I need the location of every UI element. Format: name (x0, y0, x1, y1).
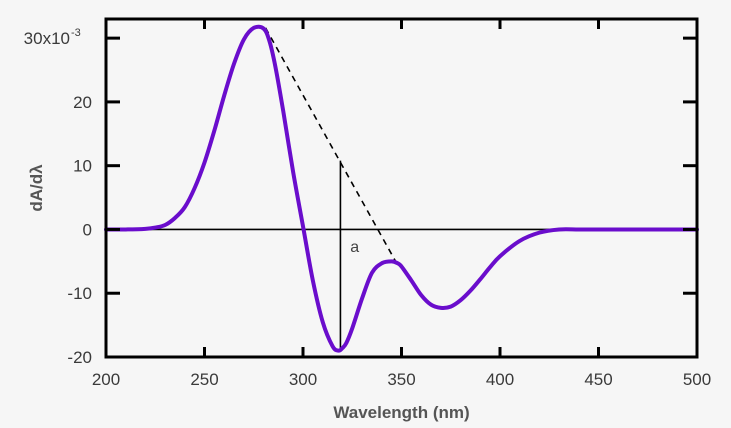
x-tick-labels: 200 250 300 350 400 450 500 (92, 370, 711, 389)
x-tick-label: 400 (486, 370, 514, 389)
x-tick-label: 350 (387, 370, 415, 389)
x-axis-title: Wavelength (nm) (333, 403, 469, 422)
y-axis-title: dA/dλ (27, 164, 46, 212)
x-tick-label: 450 (584, 370, 612, 389)
y-tick-labels: -20 -10 0 10 20 30x10 -3 (24, 27, 92, 367)
plot-content: a (104, 24, 699, 353)
y-tick-label: 0 (83, 220, 92, 239)
y-tick-label: -20 (67, 348, 92, 367)
x-tick-label: 250 (190, 370, 218, 389)
series-line-0 (104, 24, 699, 353)
y-tick-label-exponent: -3 (71, 27, 81, 39)
x-tick-label: 500 (683, 370, 711, 389)
x-tick-label: 300 (289, 370, 317, 389)
annotation-label-a: a (350, 239, 359, 256)
x-tick-label: 200 (92, 370, 120, 389)
y-tick-label: -10 (67, 284, 92, 303)
y-tick-label: 30x10 (24, 29, 70, 48)
y-tick-label: 20 (73, 93, 92, 112)
plot-frame (104, 17, 699, 359)
tangent-dashed-line (264, 27, 397, 262)
y-tick-label: 10 (73, 157, 92, 176)
